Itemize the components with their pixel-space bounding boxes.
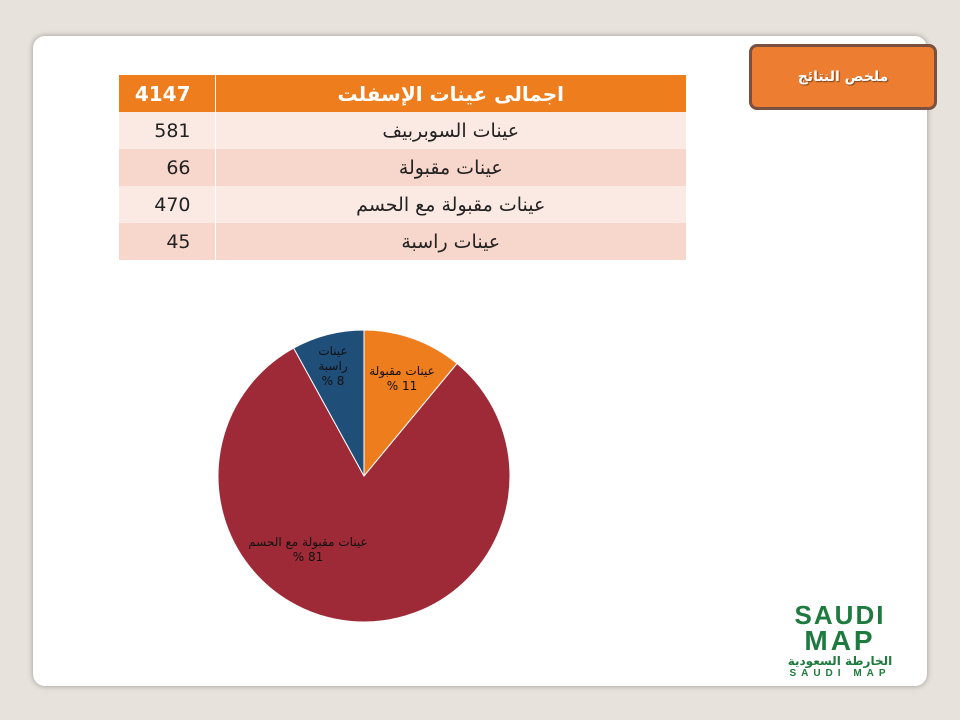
slice-label-percent: 81 % — [292, 550, 324, 564]
pie-slice-failed — [292, 329, 365, 477]
slice-label-accepted-deduction: عينات مقبولة مع الحسم 81 % — [248, 535, 368, 565]
row-value: 66 — [119, 149, 216, 186]
slice-label-accepted: عينات مقبولة 11 % — [352, 364, 452, 394]
table-row: 66 عينات مقبولة — [119, 149, 686, 186]
total-value: 4147 — [119, 75, 216, 112]
row-value: 581 — [119, 112, 216, 149]
pie-chart — [217, 329, 511, 623]
table-row: 45 عينات راسبة — [119, 223, 686, 260]
row-label: عينات مقبولة مع الحسم — [215, 186, 686, 223]
row-value: 45 — [119, 223, 216, 260]
logo-line2: MAP — [804, 625, 875, 656]
slice-label-percent: 11 % — [386, 379, 418, 393]
total-label: اجمالى عينات الإسفلت — [215, 75, 686, 112]
pie-slice-accepted — [363, 329, 458, 478]
row-label: عينات مقبولة — [215, 149, 686, 186]
results-table: 4147 اجمالى عينات الإسفلت 581 عينات السو… — [119, 75, 686, 260]
slice-label-failed: عينات راسبة 8 % — [308, 344, 358, 389]
table-header-row: 4147 اجمالى عينات الإسفلت — [119, 75, 686, 112]
row-label: عينات راسبة — [215, 223, 686, 260]
logo-line1: SAUDI — [795, 600, 886, 630]
slice-label-text: عينات راسبة — [318, 344, 348, 373]
slice-label-text: عينات مقبولة مع الحسم — [248, 535, 368, 549]
row-label: عينات السوبربيف — [215, 112, 686, 149]
logo-footer: SAUDI MAP — [789, 668, 890, 678]
slice-label-percent: 8 % — [321, 374, 345, 388]
table-row: 581 عينات السوبربيف — [119, 112, 686, 149]
summary-button[interactable]: ملخص النتائج — [749, 44, 937, 110]
table-row: 470 عينات مقبولة مع الحسم — [119, 186, 686, 223]
saudi-map-logo: SAUDI MAP الخارطة السعودية SAUDI MAP — [757, 600, 923, 678]
pie-slice-accepted-deduction — [217, 347, 511, 623]
slice-label-text: عينات مقبولة — [369, 364, 435, 378]
logo-arabic: الخارطة السعودية — [788, 654, 893, 669]
row-value: 470 — [119, 186, 216, 223]
